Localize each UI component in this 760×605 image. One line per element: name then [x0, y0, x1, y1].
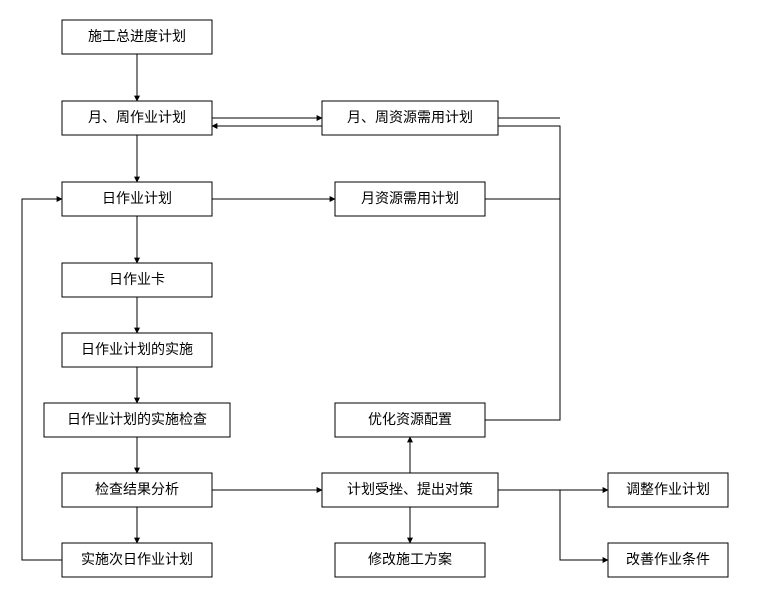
flow-node-label: 日作业计划: [102, 191, 172, 207]
flow-node-n11: 修改施工方案: [335, 543, 485, 577]
flow-node-label: 施工总进度计划: [88, 29, 186, 45]
flow-edge: [212, 126, 560, 420]
flowchart-canvas: 施工总进度计划月、周作业计划 月、周资源需用计划日作业计划 月资源需用计划日作业卡日…: [0, 0, 760, 605]
flow-node-label: 检查结果分析: [95, 482, 179, 498]
flow-node-n13: 改善作业条件: [608, 543, 728, 577]
flow-node-label: 月、周资源需用计划: [347, 110, 473, 126]
flow-node-label: 日作业卡: [109, 272, 165, 288]
flow-node-n9: 优化资源配置: [335, 403, 485, 437]
flow-node-n1: 施工总进度计划: [62, 20, 212, 54]
nodes-layer: 施工总进度计划月、周作业计划 月、周资源需用计划日作业计划 月资源需用计划日作业卡日…: [44, 20, 728, 577]
flow-node-label: 月资源需用计划: [361, 191, 459, 207]
flow-node-n10: 计划受挫、提出对策: [322, 473, 498, 507]
flow-node-n12: 调整作业计划: [608, 473, 728, 507]
flow-edge: [22, 199, 62, 560]
flow-node-label: 日作业计划的实施检查: [67, 412, 207, 428]
flow-node-label: 实施次日作业计划: [81, 552, 193, 568]
flow-node-label: 日作业计划的实施: [81, 342, 193, 358]
flow-node-n4: 日作业卡: [62, 263, 212, 297]
flow-node-n2: 月、周作业计划: [62, 101, 212, 135]
flow-node-n7: 检查结果分析: [62, 473, 212, 507]
flow-node-label: 计划受挫、提出对策: [347, 481, 473, 498]
flow-edge: [498, 490, 608, 560]
flow-node-n3b: 月资源需用计划: [335, 182, 485, 216]
flow-node-n8: 实施次日作业计划: [62, 543, 212, 577]
flow-node-label: 调整作业计划: [626, 482, 710, 498]
flow-node-n6: 日作业计划的实施检查: [44, 403, 230, 437]
flow-node-label: 改善作业条件: [626, 551, 710, 568]
flow-node-n3: 日作业计划: [62, 182, 212, 216]
flow-node-n2b: 月、周资源需用计划: [322, 101, 498, 135]
flow-node-label: 优化资源配置: [368, 412, 452, 428]
flow-node-label: 修改施工方案: [368, 551, 452, 568]
flow-node-n5: 日作业计划的实施: [62, 333, 212, 367]
flow-node-label: 月、周作业计划: [88, 110, 186, 126]
